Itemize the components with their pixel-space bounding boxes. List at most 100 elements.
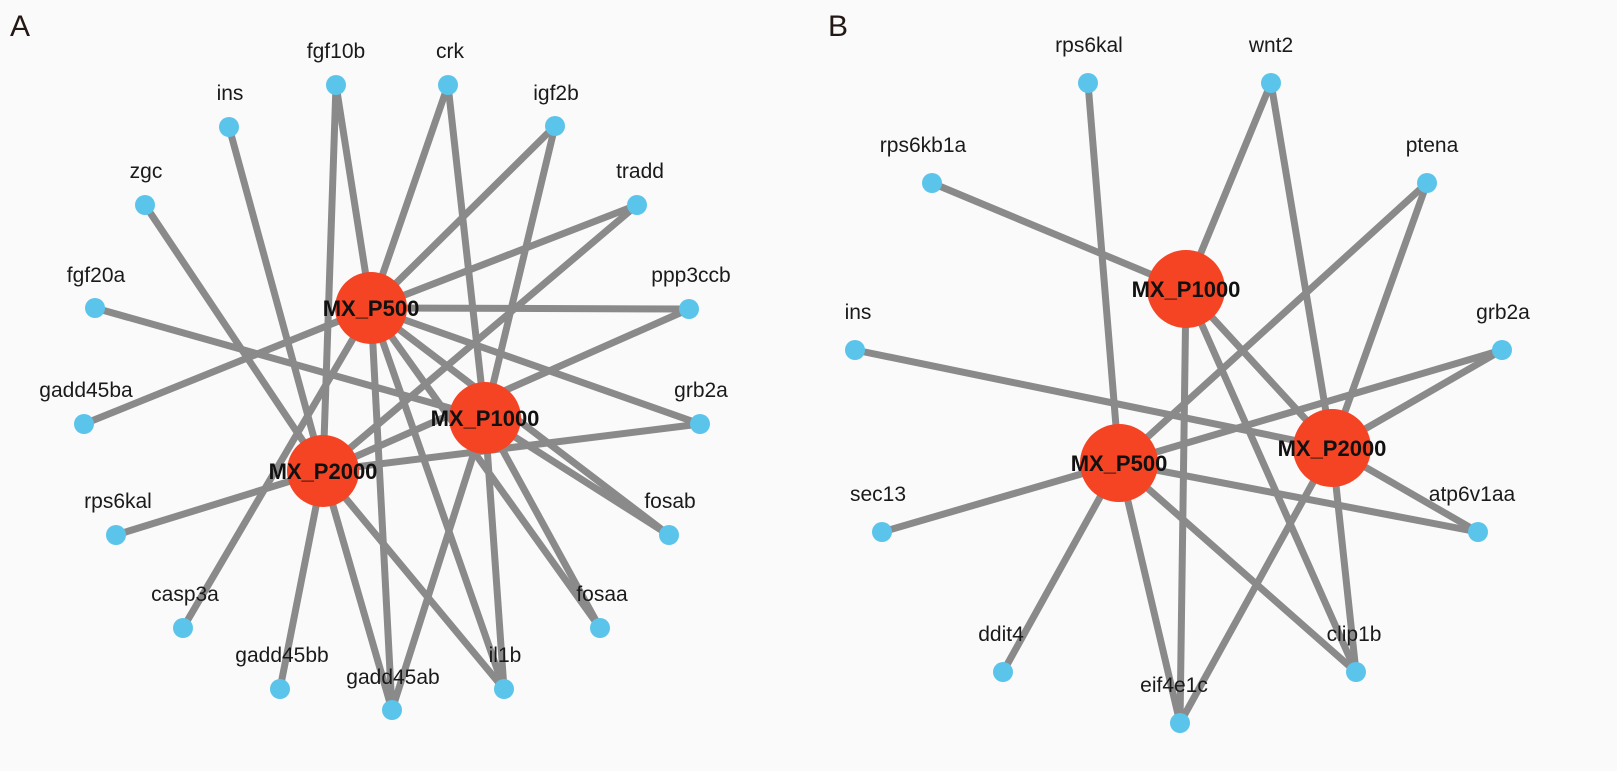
gene-label-atp6v1aa: atp6v1aa: [1429, 483, 1516, 506]
gene-node-sec13: [872, 522, 892, 542]
gene-label-gadd45ab: gadd45ab: [346, 666, 439, 689]
edge-layer: [80, 81, 704, 714]
edge-mx_p2000-gadd45ab: [319, 467, 396, 714]
gene-node-gadd45ba: [74, 414, 94, 434]
edge-mx_p2000-ins: [225, 123, 327, 475]
gene-label-fosab: fosab: [644, 490, 695, 513]
edge-mx_p2000-wnt2: [1267, 79, 1336, 452]
gene-label-sec13: sec13: [850, 483, 906, 506]
edge-mx_p500-gadd45ba: [80, 304, 375, 428]
gene-label-clip1b: clip1b: [1327, 623, 1382, 646]
panel-label-a: A: [10, 10, 31, 43]
gene-node-fosab: [659, 525, 679, 545]
edge-mx_p1000-fosaa: [481, 414, 604, 632]
edge-mx_p500-crk: [367, 81, 452, 312]
gene-label-casp3a: casp3a: [151, 583, 219, 606]
gene-label-eif4e1c: eif4e1c: [1140, 674, 1208, 697]
gene-node-eif4e1c: [1170, 713, 1190, 733]
gene-node-fgf20a: [85, 298, 105, 318]
edge-mx_p1000-fosab: [481, 414, 673, 539]
edge-mx_p1000-crk: [444, 81, 489, 422]
edge-mx_p1000-eif4e1c: [1176, 285, 1190, 727]
panel-b: B rps6kal wnt2 rps6kb1a ptena ins grb2a sec13 a…: [808, 0, 1617, 771]
gene-label-gadd45bb: gadd45bb: [235, 644, 328, 667]
edge-mx_p1000-il1b: [481, 414, 508, 693]
hub-node-mx_p2000: [287, 435, 359, 507]
gene-label-tradd: tradd: [616, 160, 664, 183]
hub-node-mx_p2000: [1293, 409, 1371, 487]
edge-mx_p500-casp3a: [179, 304, 375, 632]
gene-label-grb2a: grb2a: [674, 379, 728, 402]
gene-label-ppp3ccb: ppp3ccb: [651, 264, 730, 287]
edge-mx_p500-atp6v1aa: [1115, 459, 1482, 536]
gene-label-fgf20a: fgf20a: [67, 264, 126, 287]
edge-mx_p500-eif4e1c: [1115, 459, 1184, 727]
edge-mx_p500-ddit4: [999, 459, 1123, 676]
hub-node-mx_p500: [1080, 424, 1158, 502]
hub-label-mx_p2000: MX_P2000: [269, 459, 378, 484]
gene-node-wnt2: [1261, 73, 1281, 93]
edge-mx_p500-grb2a: [1115, 346, 1506, 467]
hub-node-mx_p500: [335, 272, 407, 344]
panel-label-b: B: [828, 10, 849, 43]
gene-label-rps6kb1a: rps6kb1a: [880, 134, 967, 157]
gene-node-gadd45bb: [270, 679, 290, 699]
gene-node-rps6kb1a: [922, 173, 942, 193]
edge-mx_p2000-gadd45bb: [276, 467, 327, 693]
network-a: fgf10b crk igf2b ins tradd zgc ppp3ccb fgf20a gr…: [39, 40, 731, 720]
gene-node-clip1b: [1346, 662, 1366, 682]
edge-layer: [851, 79, 1506, 727]
edge-mx_p2000-grb2a: [319, 420, 704, 475]
edge-mx_p500-il1b: [367, 304, 508, 693]
edge-mx_p1000-clip1b: [1182, 285, 1360, 676]
gene-label-ddit4: ddit4: [978, 623, 1024, 646]
gene-node-il1b: [494, 679, 514, 699]
edge-mx_p2000-ins: [851, 346, 1336, 452]
gene-label-zgc: zgc: [130, 160, 163, 183]
edge-mx_p500-sec13: [878, 459, 1123, 536]
hub-label-mx_p1000: MX_P1000: [1132, 277, 1241, 302]
hub-label-mx_p500: MX_P500: [323, 296, 420, 321]
gene-node-ddit4: [993, 662, 1013, 682]
edge-mx_p500-fgf10b: [332, 81, 375, 312]
gene-node-ppp3ccb: [679, 299, 699, 319]
gene-node-grb2a: [1492, 340, 1512, 360]
network-b: rps6kal wnt2 rps6kb1a ptena ins grb2a sec13 atp…: [845, 34, 1530, 733]
edge-mx_p500-clip1b: [1115, 459, 1360, 676]
gene-label-ins: ins: [845, 301, 872, 324]
edge-mx_p500-tradd: [367, 201, 641, 312]
hub-node-mx_p1000: [1147, 250, 1225, 328]
gene-label-grb2a: grb2a: [1476, 301, 1530, 324]
hub-node-mx_p1000: [449, 382, 521, 454]
gene-node-gadd45ab: [382, 700, 402, 720]
gene-label-crk: crk: [436, 40, 464, 63]
edge-mx_p500-gadd45ab: [367, 304, 396, 714]
edge-mx_p1000-rps6kb1a: [928, 179, 1190, 293]
gene-label-il1b: il1b: [489, 644, 522, 667]
edge-mx_p2000-tradd: [319, 201, 641, 475]
gene-node-casp3a: [173, 618, 193, 638]
gene-label-fgf10b: fgf10b: [307, 40, 365, 63]
hub-label-mx_p2000: MX_P2000: [1278, 436, 1387, 461]
gene-node-atp6v1aa: [1468, 522, 1488, 542]
gene-node-ins: [845, 340, 865, 360]
gene-label-ins: ins: [217, 82, 244, 105]
edge-mx_p2000-zgc: [141, 201, 327, 475]
gene-node-ins: [219, 117, 239, 137]
gene-label-igf2b: igf2b: [533, 82, 579, 105]
gene-node-zgc: [135, 195, 155, 215]
gene-node-crk: [438, 75, 458, 95]
gene-node-tradd: [627, 195, 647, 215]
edge-mx_p2000-fgf10b: [319, 81, 340, 475]
gene-label-wnt2: wnt2: [1248, 34, 1293, 57]
gene-node-fosaa: [590, 618, 610, 638]
edge-mx_p1000-igf2b: [481, 122, 559, 422]
gene-node-rps6kal: [1078, 73, 1098, 93]
edge-mx_p2000-ptena: [1328, 179, 1431, 452]
hub-label-mx_p500: MX_P500: [1071, 451, 1168, 476]
edge-mx_p2000-rps6kal: [112, 467, 327, 539]
gene-node-fgf10b: [326, 75, 346, 95]
gene-label-rps6kal: rps6kal: [84, 490, 152, 513]
edge-mx_p2000-il1b: [319, 467, 508, 693]
gene-node-rps6kal: [106, 525, 126, 545]
